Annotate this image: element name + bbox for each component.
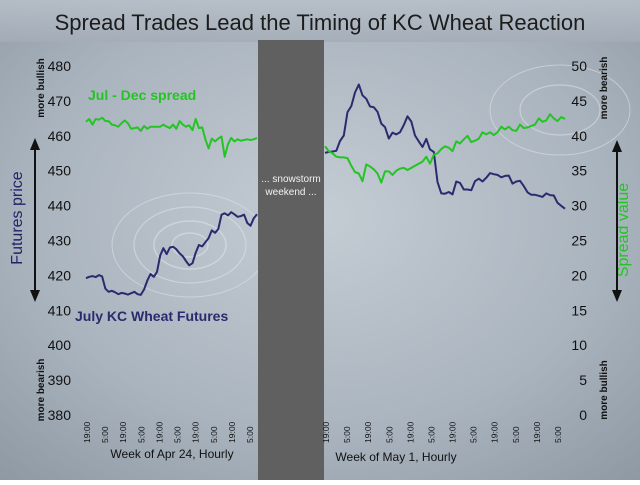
right-axis-top-note: more bearish: [599, 57, 610, 120]
left-axis-arrow: [30, 138, 40, 302]
futures-series-label: July KC Wheat Futures: [75, 308, 228, 324]
right-tick-label: 45: [571, 93, 587, 109]
series-layer: [85, 83, 566, 296]
left-tick-label: 460: [48, 128, 72, 144]
right-axis-tick-labels: 0 5 10 15 20 25 30 35 40 45 50: [571, 58, 587, 423]
right-tick-label: 10: [571, 337, 587, 353]
x-axis-tick-labels: 19:00 5:00 19:00 5:00 19:00 5:00 19:00 5:00 19:0…: [82, 421, 563, 443]
left-tick-label: 430: [48, 233, 72, 249]
weekend-gap-band: [258, 40, 324, 480]
right-tick-label: 20: [571, 267, 587, 283]
x-tick-label: 19:00: [321, 421, 331, 443]
spread-line-week2: [324, 113, 566, 184]
x-tick-label: 5:00: [511, 426, 521, 443]
x-tick-label: 19:00: [490, 421, 500, 443]
futures-line-week2: [324, 83, 566, 210]
right-tick-label: 30: [571, 198, 587, 214]
x-group-label-week2: Week of May 1, Hourly: [335, 450, 456, 464]
left-tick-label: 390: [48, 372, 72, 388]
x-tick-label: 5:00: [469, 426, 479, 443]
x-tick-label: 19:00: [82, 421, 92, 443]
x-tick-label: 19:00: [227, 421, 237, 443]
x-tick-label: 5:00: [245, 426, 255, 443]
chart-title: Spread Trades Lead the Timing of KC Whea…: [55, 10, 586, 35]
left-tick-label: 380: [48, 407, 72, 423]
left-tick-label: 400: [48, 337, 72, 353]
x-tick-label: 5:00: [384, 426, 394, 443]
series-group: [85, 113, 566, 184]
x-tick-label: 5:00: [553, 426, 563, 443]
left-tick-label: 440: [48, 198, 72, 214]
x-tick-label: 5:00: [209, 426, 219, 443]
x-tick-label: 19:00: [118, 421, 128, 443]
x-tick-label: 19:00: [448, 421, 458, 443]
right-tick-label: 0: [579, 407, 587, 423]
x-tick-label: 5:00: [100, 426, 110, 443]
futures-line-week1: [85, 211, 258, 296]
x-tick-label: 19:00: [532, 421, 542, 443]
x-tick-label: 5:00: [426, 426, 436, 443]
x-tick-label: 5:00: [136, 426, 146, 443]
spread-line-week1: [85, 116, 258, 158]
x-tick-label: 19:00: [154, 421, 164, 443]
ripple-decoration: [111, 64, 631, 298]
title-band: [0, 0, 640, 42]
right-tick-label: 40: [571, 128, 587, 144]
right-axis-arrow: [612, 140, 622, 302]
right-tick-label: 50: [571, 58, 587, 74]
x-tick-label: 5:00: [173, 426, 183, 443]
left-axis-bottom-note: more bearish: [36, 359, 47, 422]
left-tick-label: 410: [48, 302, 72, 318]
right-tick-label: 15: [571, 302, 587, 318]
left-tick-label: 480: [48, 58, 72, 74]
left-axis-tick-labels: 380 390 400 410 420 430 440 450 460 470 480: [48, 58, 72, 423]
gap-annotation-line2: weekend ...: [264, 187, 316, 198]
left-axis-top-note: more bullish: [36, 58, 47, 117]
left-tick-label: 450: [48, 163, 72, 179]
x-tick-label: 5:00: [342, 426, 352, 443]
x-group-label-week1: Week of Apr 24, Hourly: [110, 447, 233, 461]
right-axis-bottom-note: more bullish: [599, 360, 610, 419]
x-tick-label: 19:00: [363, 421, 373, 443]
right-tick-label: 35: [571, 163, 587, 179]
spread-series-label: Jul - Dec spread: [88, 87, 196, 103]
left-tick-label: 420: [48, 267, 72, 283]
series-group: [85, 83, 566, 296]
x-tick-label: 19:00: [405, 421, 415, 443]
x-tick-label: 19:00: [191, 421, 201, 443]
left-axis-label: Futures price: [9, 171, 26, 264]
right-axis-label: Spread value: [615, 183, 632, 277]
gap-annotation-line1: ... snowstorm: [261, 174, 320, 185]
left-tick-label: 470: [48, 93, 72, 109]
right-tick-label: 25: [571, 233, 587, 249]
right-tick-label: 5: [579, 372, 587, 388]
